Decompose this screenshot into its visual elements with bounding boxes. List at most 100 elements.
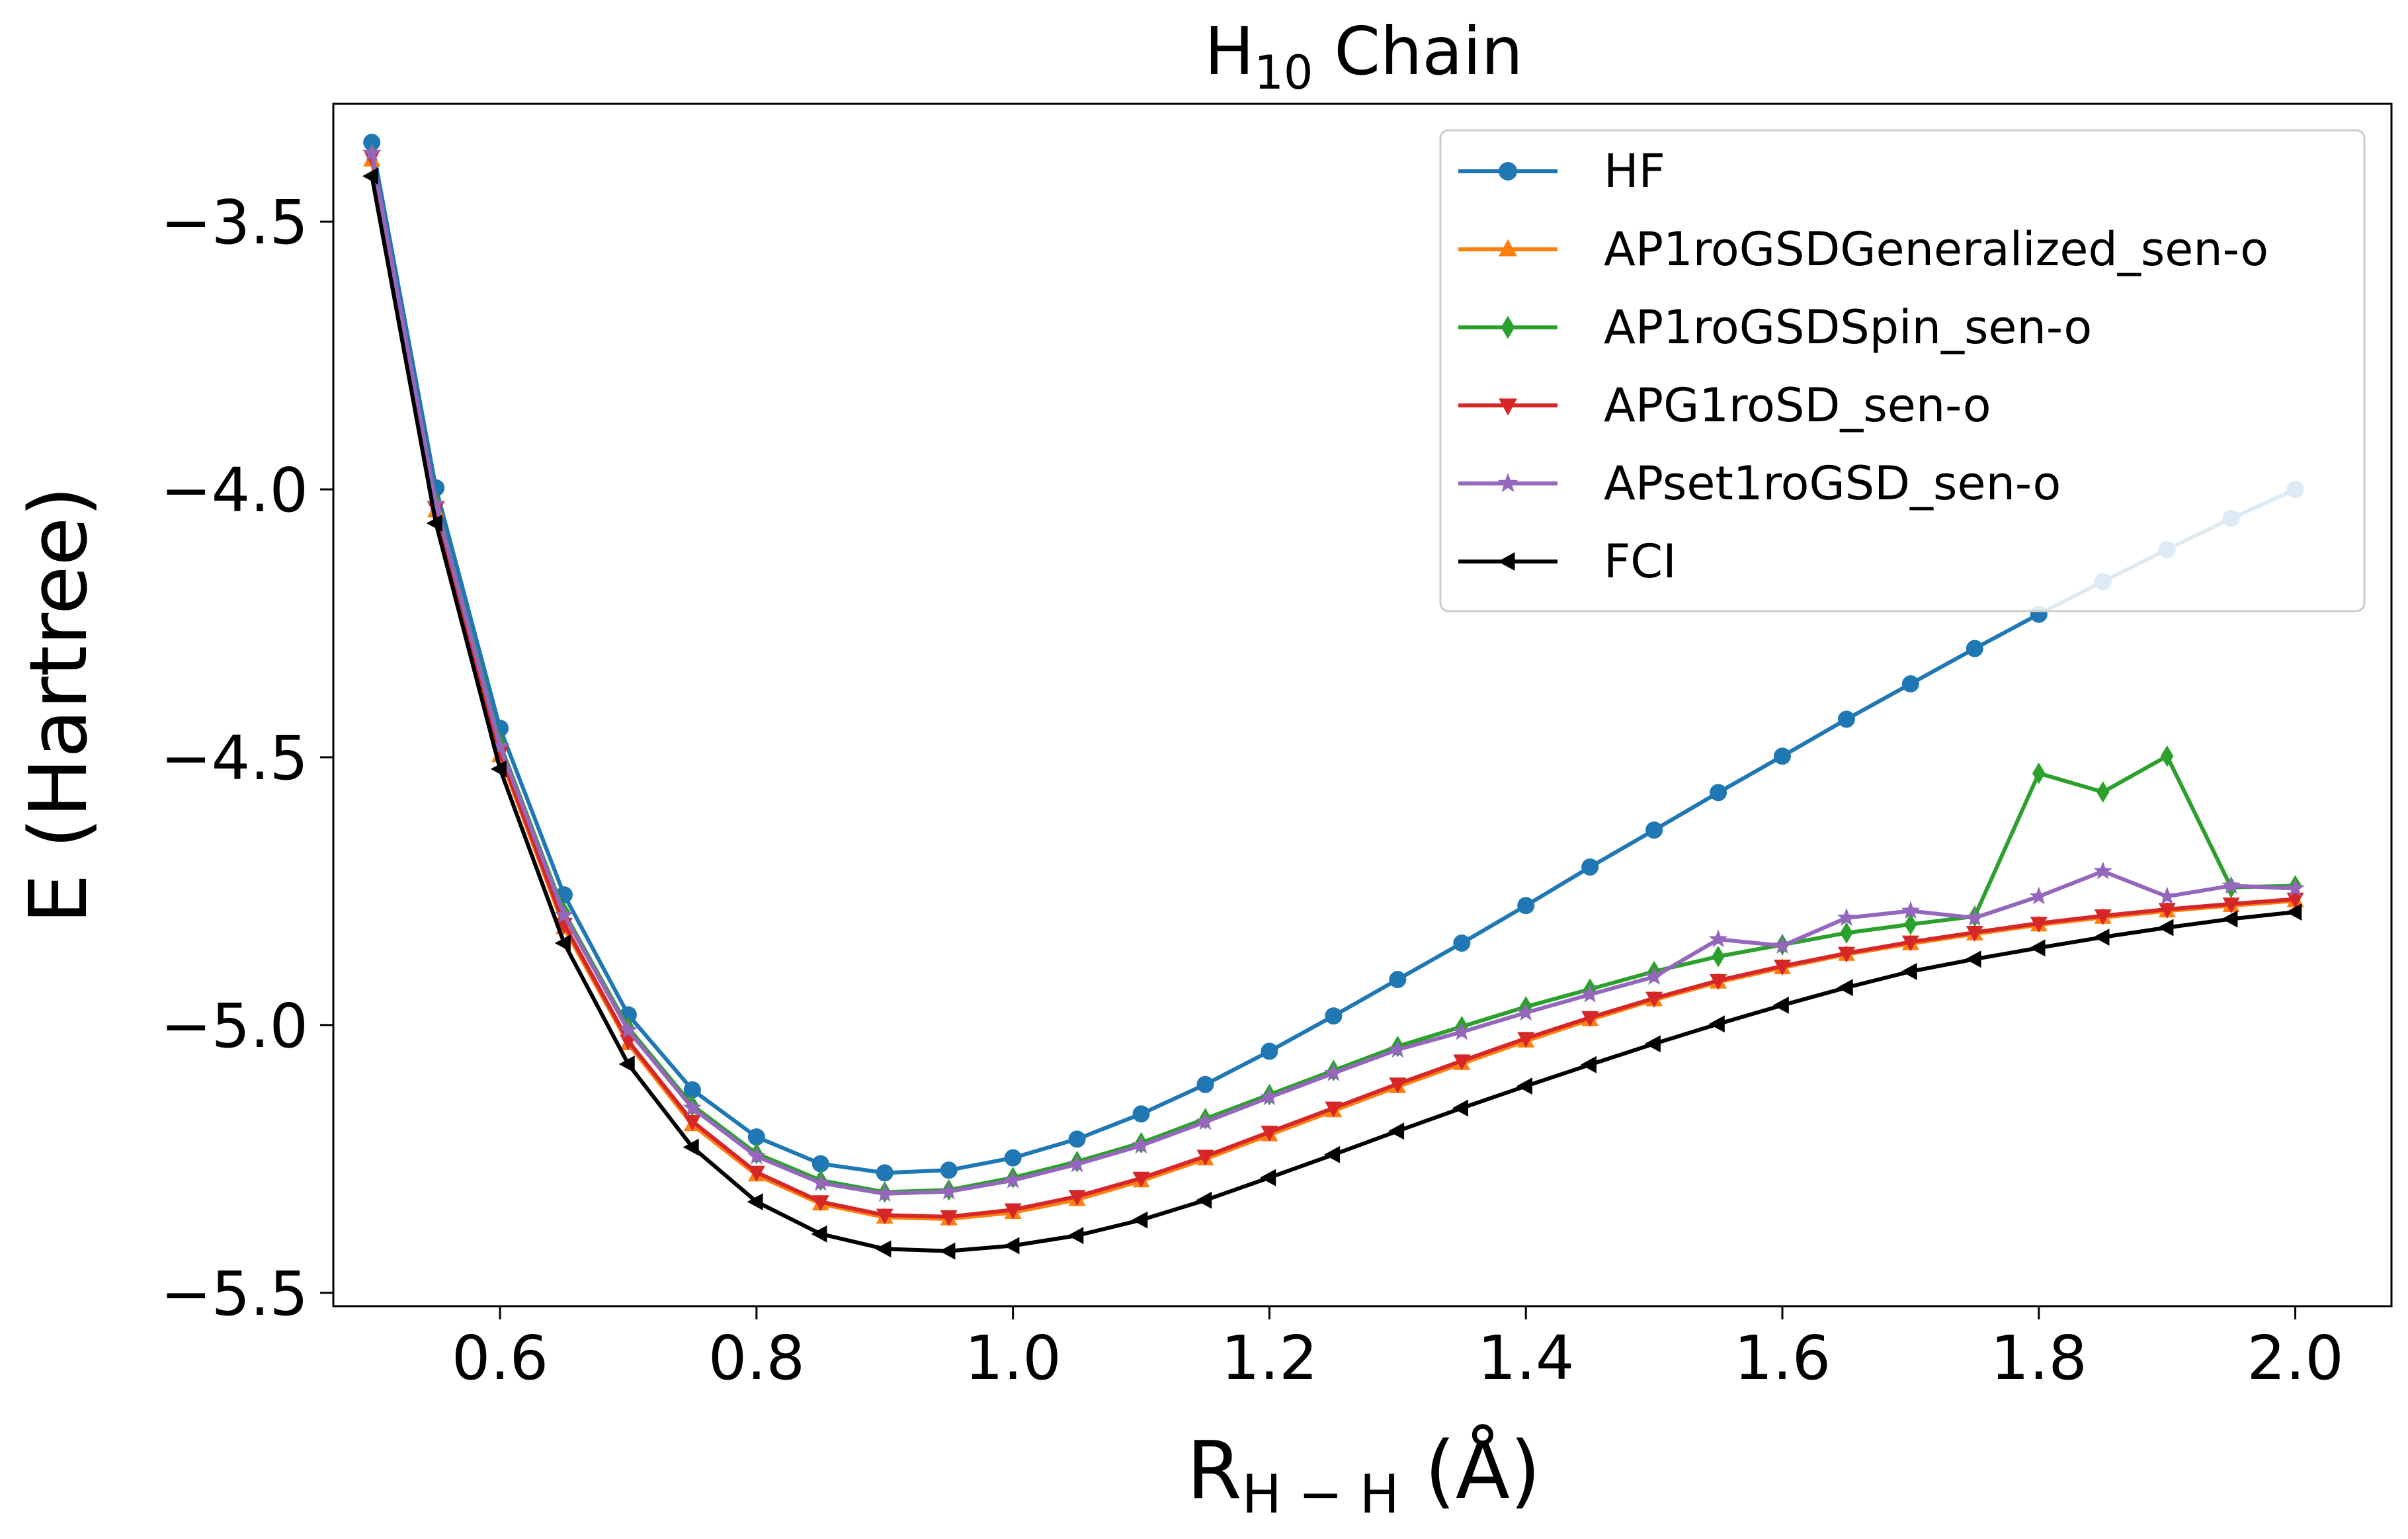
legend-swatch-marker <box>1499 162 1517 181</box>
legend-item: APset1roGSD_sen-o <box>1458 456 2061 511</box>
data-point <box>1516 1003 1536 1021</box>
data-point <box>2097 781 2110 803</box>
data-point <box>554 905 574 923</box>
y-axis-label: E (Hartree) <box>13 486 105 924</box>
legend-label: APset1roGSD_sen-o <box>1604 456 2061 511</box>
data-point <box>1965 950 1981 968</box>
legend: HF AP1roGSDGeneralized_sen-o AP1roGSDSpin_… <box>1439 129 2366 612</box>
data-point <box>1196 1112 1215 1130</box>
data-point <box>2286 878 2305 897</box>
data-point <box>1901 962 1917 980</box>
data-point <box>1003 1237 1020 1255</box>
x-tick-label: 1.2 <box>1221 1323 1317 1393</box>
data-point <box>2160 745 2174 767</box>
data-point <box>747 1165 765 1182</box>
data-point <box>1389 971 1407 989</box>
data-point <box>747 1146 767 1165</box>
data-point <box>683 1114 701 1131</box>
data-point <box>1581 1011 1599 1027</box>
y-tick-label: −5.5 <box>161 1259 308 1329</box>
data-point <box>2158 903 2176 919</box>
data-point <box>875 1240 892 1258</box>
y-tick-label: −4.0 <box>161 455 308 526</box>
data-point <box>362 143 382 161</box>
data-point <box>2222 897 2240 914</box>
data-point <box>2286 903 2302 921</box>
y-tick-label: −4.5 <box>161 723 308 794</box>
data-point <box>1132 1105 1150 1123</box>
data-point <box>1452 1099 1468 1117</box>
data-point <box>1772 996 1789 1014</box>
data-point <box>1261 1042 1278 1060</box>
data-point <box>1644 1035 1661 1053</box>
data-point <box>1324 1145 1341 1163</box>
data-point <box>1325 1007 1343 1025</box>
x-axis-label: RH − H (Å) <box>1186 1425 1540 1525</box>
data-point <box>1901 935 1919 952</box>
data-point <box>2157 886 2177 905</box>
series-layer <box>362 134 2305 1260</box>
data-point <box>1712 946 1725 968</box>
data-point <box>1840 922 1853 944</box>
legend-label: HF <box>1604 144 1665 198</box>
legend-item: FCI <box>1458 534 1677 589</box>
data-point <box>1453 934 1471 952</box>
data-point <box>618 1020 638 1038</box>
data-point <box>1196 1075 1214 1093</box>
data-point <box>2029 886 2048 905</box>
data-point <box>1324 1063 1343 1081</box>
legend-item: AP1roGSDSpin_sen-o <box>1458 300 2092 354</box>
data-point <box>1388 1122 1405 1140</box>
data-point <box>1837 710 1855 728</box>
data-point <box>1067 1227 1084 1245</box>
plot-area <box>332 103 2393 1308</box>
data-point <box>363 134 381 151</box>
data-point <box>1260 1087 1279 1106</box>
data-point <box>1196 1191 1212 1209</box>
data-point <box>1644 967 1664 985</box>
x-tick-label: 1.8 <box>1991 1323 2087 1393</box>
data-point <box>1388 1040 1407 1058</box>
data-point <box>426 494 446 512</box>
data-point <box>1004 1149 1022 1167</box>
data-point <box>939 1242 956 1260</box>
legend-label: APG1roSD_sen-o <box>1604 378 1991 433</box>
data-point <box>1516 1077 1532 1095</box>
data-point <box>554 935 571 952</box>
legend-label: AP1roGSDSpin_sen-o <box>1604 300 2092 354</box>
data-point <box>940 1161 958 1179</box>
data-point <box>1837 979 1853 997</box>
data-point <box>1772 936 1792 954</box>
data-point <box>1389 1077 1407 1094</box>
data-point <box>1708 929 1728 948</box>
legend-swatch-marker <box>1499 398 1517 416</box>
legend-box <box>1439 129 2366 612</box>
x-tick-label: 0.8 <box>708 1323 805 1393</box>
legend-swatch-marker <box>1497 472 1518 492</box>
data-point <box>1580 984 1600 1003</box>
plot-frame <box>332 103 2393 1308</box>
y-tick-label: −5.0 <box>161 991 308 1061</box>
series-FCI <box>362 167 2302 1260</box>
data-point <box>683 1098 702 1116</box>
legend-label: FCI <box>1604 534 1677 589</box>
data-point <box>1581 858 1599 876</box>
data-point <box>1261 1126 1278 1142</box>
data-point <box>2029 939 2046 957</box>
data-point <box>811 1225 827 1243</box>
data-point <box>811 1155 829 1173</box>
x-tick-label: 0.6 <box>452 1323 548 1393</box>
data-point <box>1645 821 1663 839</box>
data-point <box>1901 675 1919 693</box>
data-point <box>1325 1101 1343 1118</box>
x-tick-label: 2.0 <box>2247 1323 2343 1393</box>
data-point <box>2030 917 2048 933</box>
x-tick-label: 1.6 <box>1734 1323 1831 1393</box>
data-point <box>1966 640 1983 657</box>
data-point <box>1708 1015 1725 1033</box>
x-tick-label: 1.0 <box>964 1323 1061 1393</box>
data-point <box>2093 929 2110 946</box>
legend-swatch-marker <box>1499 239 1517 257</box>
data-point <box>1067 1154 1087 1173</box>
data-point <box>811 1195 829 1212</box>
